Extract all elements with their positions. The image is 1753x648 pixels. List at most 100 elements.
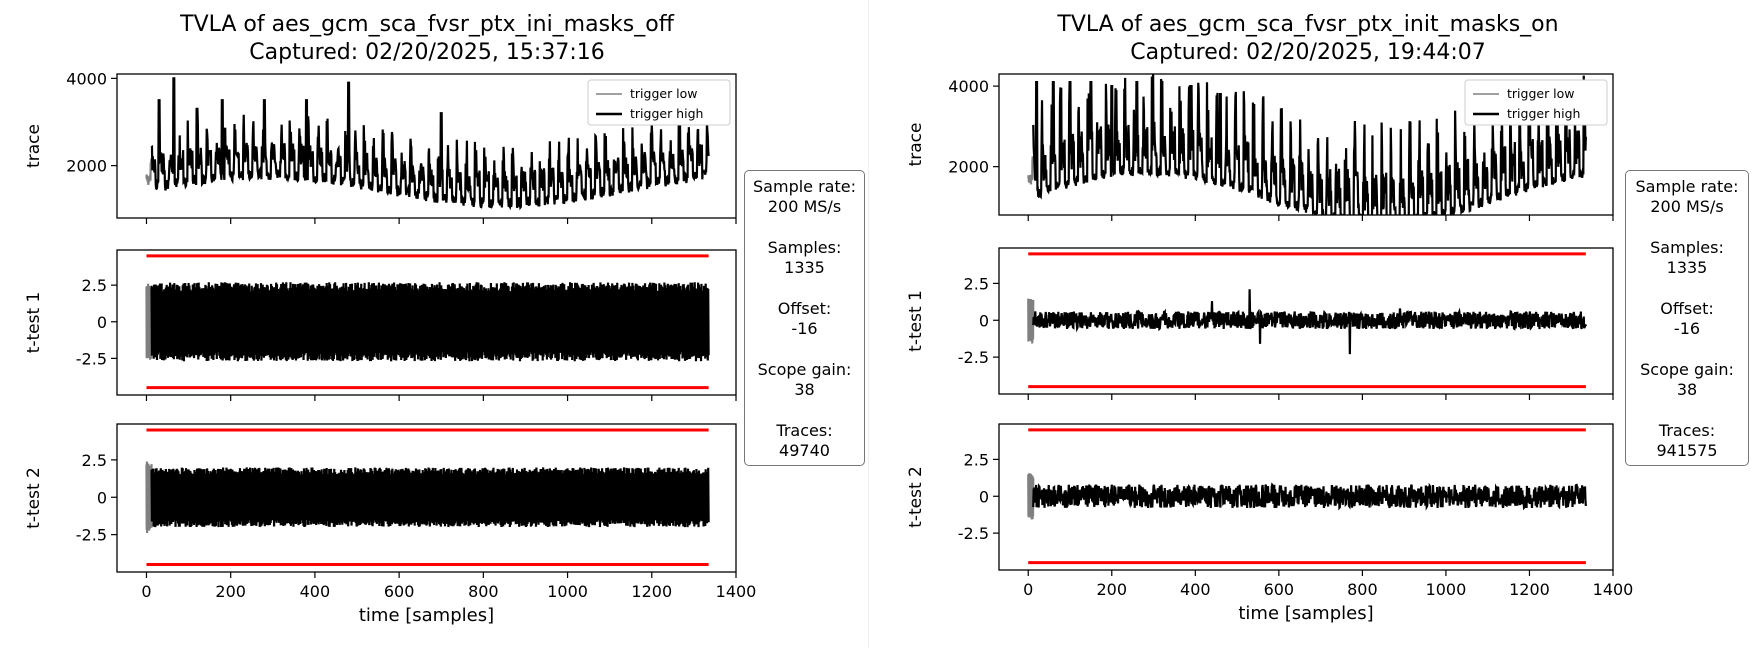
series-trigger-low <box>1027 298 1035 344</box>
y-tick-label: 2.5 <box>82 276 107 295</box>
panel-trace: 2000 4000 trace trigger low trigger high <box>24 69 737 224</box>
chart-title: TVLA of aes_gcm_sca_fvsr_ptx_ini_masks_o… <box>179 12 675 37</box>
info-sample-rate: Sample rate: 200 MS/s <box>1630 177 1744 217</box>
info-traces: Traces: 941575 <box>1630 421 1744 461</box>
info-label: Traces: <box>776 421 833 440</box>
tvla-chart-masks-off: TVLA of aes_gcm_sca_fvsr_ptx_ini_masks_o… <box>24 12 757 626</box>
y-tick-label: 4000 <box>66 69 107 88</box>
panel-t-test-1: -2.5 0 2.5 t-test 1 <box>906 247 1614 400</box>
info-samples: Samples: 1335 <box>749 238 860 278</box>
y-tick-label: 2.5 <box>82 451 107 470</box>
y-tick-label: 0 <box>979 487 989 506</box>
x-tick-label: 1400 <box>716 582 757 601</box>
x-tick-label: 400 <box>300 582 331 601</box>
x-tick-label: 400 <box>1180 580 1211 599</box>
info-label: Scope gain: <box>757 360 852 379</box>
info-scope-gain: Scope gain: 38 <box>749 360 860 400</box>
y-tick-label: 0 <box>97 313 107 332</box>
legend-label: trigger high <box>1507 106 1580 121</box>
y-tick-label: 2000 <box>948 158 989 177</box>
x-axis-label: time [samples] <box>359 605 494 626</box>
panel-frame <box>116 423 737 573</box>
panel-t-test-1: -2.5 0 2.5 t-test 1 <box>24 249 737 401</box>
chart-subtitle: Captured: 02/20/2025, 19:44:07 <box>1130 40 1485 65</box>
x-tick-label: 1000 <box>1426 580 1467 599</box>
legend-label: trigger low <box>1507 86 1575 101</box>
info-label: Samples: <box>1650 238 1724 257</box>
series-trigger-low <box>1027 473 1035 520</box>
y-tick-label: 2.5 <box>964 450 989 469</box>
legend-box <box>1464 79 1608 126</box>
x-tick-label: 1200 <box>1509 580 1550 599</box>
info-value: 1335 <box>1666 258 1708 277</box>
y-tick-label: 2000 <box>66 157 107 176</box>
panel-trace: 2000 4000 trace trigger low trigger high <box>906 73 1614 221</box>
legend-label: trigger low <box>630 86 698 101</box>
series-trigger-low <box>1027 156 1035 185</box>
panel-frame <box>998 423 1614 571</box>
panel-frame <box>998 247 1614 395</box>
series-trigger-high <box>1032 74 1587 215</box>
legend-box <box>587 79 731 126</box>
y-tick-label: 0 <box>979 311 989 330</box>
series-trigger-high <box>1032 482 1587 511</box>
x-tick-label: 0 <box>141 582 151 601</box>
chart-title: TVLA of aes_gcm_sca_fvsr_ptx_init_masks_… <box>1056 12 1558 37</box>
y-axis-label: t-test 1 <box>906 290 926 352</box>
y-axis-label: t-test 1 <box>24 292 44 354</box>
x-tick-label: 1000 <box>547 582 588 601</box>
x-tick-label: 200 <box>1097 580 1128 599</box>
y-axis-label: t-test 2 <box>24 467 44 529</box>
y-tick-label: -2.5 <box>76 349 107 368</box>
info-label: Sample rate: <box>1635 177 1739 196</box>
panel-frame <box>998 73 1614 216</box>
panel-frame <box>116 249 737 396</box>
y-tick-label: 0 <box>97 488 107 507</box>
info-value: 49740 <box>779 441 830 460</box>
info-box-masks-on: Sample rate: 200 MS/s Samples: 1335 Offs… <box>1625 170 1749 466</box>
info-label: Offset: <box>1660 299 1714 318</box>
info-scope-gain: Scope gain: 38 <box>1630 360 1744 400</box>
x-tick-label: 1200 <box>631 582 672 601</box>
y-axis-label: trace <box>906 123 926 167</box>
panel-t-test-2: -2.5 0 2.5 t-test 2 0 200 400 600 800 1000 1200 140… <box>906 423 1634 624</box>
info-value: 200 MS/s <box>767 197 842 216</box>
info-value: 200 MS/s <box>1650 197 1724 216</box>
info-traces: Traces: 49740 <box>749 421 860 461</box>
info-value: 941575 <box>1656 441 1718 460</box>
info-offset: Offset: -16 <box>749 299 860 339</box>
info-label: Traces: <box>1658 421 1716 440</box>
info-value: 38 <box>794 380 815 399</box>
legend: trigger low trigger high <box>1464 79 1608 126</box>
series-trigger-high <box>150 77 710 211</box>
y-axis-label: trace <box>24 124 44 168</box>
info-label: Sample rate: <box>753 177 856 196</box>
figure-divider <box>868 0 869 648</box>
info-value: -16 <box>791 319 818 338</box>
info-offset: Offset: -16 <box>1630 299 1744 339</box>
y-tick-label: -2.5 <box>76 526 107 545</box>
info-value: -16 <box>1673 319 1701 338</box>
x-tick-label: 200 <box>215 582 246 601</box>
y-axis-label: t-test 2 <box>906 466 926 528</box>
info-label: Scope gain: <box>1640 360 1734 379</box>
series-trigger-high <box>1032 289 1587 355</box>
x-tick-label: 800 <box>468 582 499 601</box>
y-tick-label: 4000 <box>948 77 989 96</box>
info-box-masks-off: Sample rate: 200 MS/s Samples: 1335 Offs… <box>744 170 865 466</box>
series-trigger-high <box>150 282 710 362</box>
info-label: Offset: <box>777 299 832 318</box>
x-tick-label: 800 <box>1347 580 1378 599</box>
x-tick-label: 1400 <box>1593 580 1634 599</box>
y-tick-label: -2.5 <box>958 348 989 367</box>
panel-frame <box>116 73 737 219</box>
x-tick-label: 600 <box>384 582 415 601</box>
legend: trigger low trigger high <box>587 79 731 126</box>
series-trigger-low <box>145 158 153 185</box>
chart-subtitle: Captured: 02/20/2025, 15:37:16 <box>249 40 604 65</box>
info-value: 1335 <box>784 258 825 277</box>
x-tick-label: 600 <box>1264 580 1295 599</box>
series-trigger-high <box>150 467 710 528</box>
series-trigger-low <box>145 461 153 533</box>
